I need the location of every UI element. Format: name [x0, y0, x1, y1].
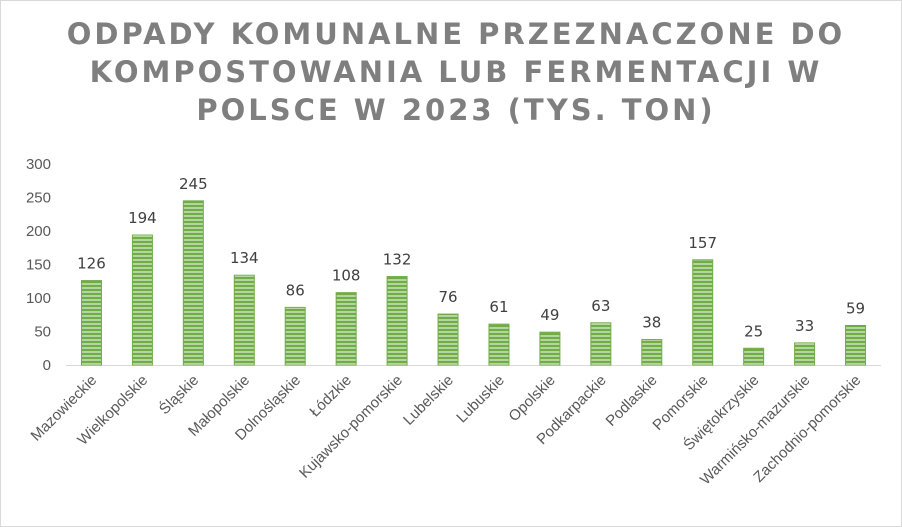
data-label: 38 [642, 314, 661, 332]
data-label: 157 [688, 234, 717, 252]
bar [437, 313, 459, 366]
data-label: 76 [438, 288, 457, 306]
bar [590, 322, 612, 366]
y-tick-label: 150 [26, 257, 51, 274]
bar [182, 200, 204, 366]
y-tick-label: 250 [26, 190, 51, 207]
data-label: 108 [332, 267, 361, 285]
bar [131, 234, 153, 366]
category-label: Łódzkie [306, 372, 355, 421]
y-tick-label: 100 [26, 290, 51, 307]
data-label: 25 [744, 322, 763, 340]
bar [335, 292, 357, 366]
data-label: 63 [591, 297, 610, 315]
bar [386, 276, 408, 366]
category-label: Lubelskie [400, 372, 457, 429]
category-label: Lubuskie [453, 372, 507, 426]
data-label: 126 [77, 255, 106, 273]
data-label: 59 [846, 299, 865, 317]
bar [80, 280, 102, 366]
data-label: 61 [489, 298, 508, 316]
bar [794, 342, 816, 366]
bar [488, 323, 510, 366]
y-tick-label: 200 [26, 223, 51, 240]
y-tick-label: 300 [26, 156, 51, 173]
y-tick-label: 50 [34, 324, 51, 341]
data-labels: 126 194 245 134 86 108 132 76 61 49 63 38 157 25 33 59 [77, 175, 865, 340]
category-label: Śląskie [155, 371, 202, 418]
data-label: 194 [128, 209, 157, 227]
category-label: Opolskie [505, 372, 558, 425]
data-label: 49 [540, 306, 559, 324]
y-axis: 0 50 100 150 200 250 300 [26, 156, 51, 374]
bars [80, 200, 867, 366]
bar [539, 331, 561, 366]
category-label: Kujawsko-pomorskie [296, 372, 406, 482]
bar [692, 259, 714, 366]
bar [845, 324, 867, 366]
data-label: 134 [230, 249, 259, 267]
bar [641, 339, 663, 366]
chart-title: ODPADY KOMUNALNE PRZEZNACZONE DO KOMPOST… [66, 17, 846, 127]
bar [743, 347, 765, 366]
data-label: 86 [286, 281, 305, 299]
y-tick-label: 0 [43, 357, 51, 374]
data-label: 245 [179, 175, 208, 193]
bar [284, 306, 306, 366]
data-label: 132 [383, 251, 412, 269]
bar [233, 274, 255, 366]
data-label: 33 [795, 317, 814, 335]
